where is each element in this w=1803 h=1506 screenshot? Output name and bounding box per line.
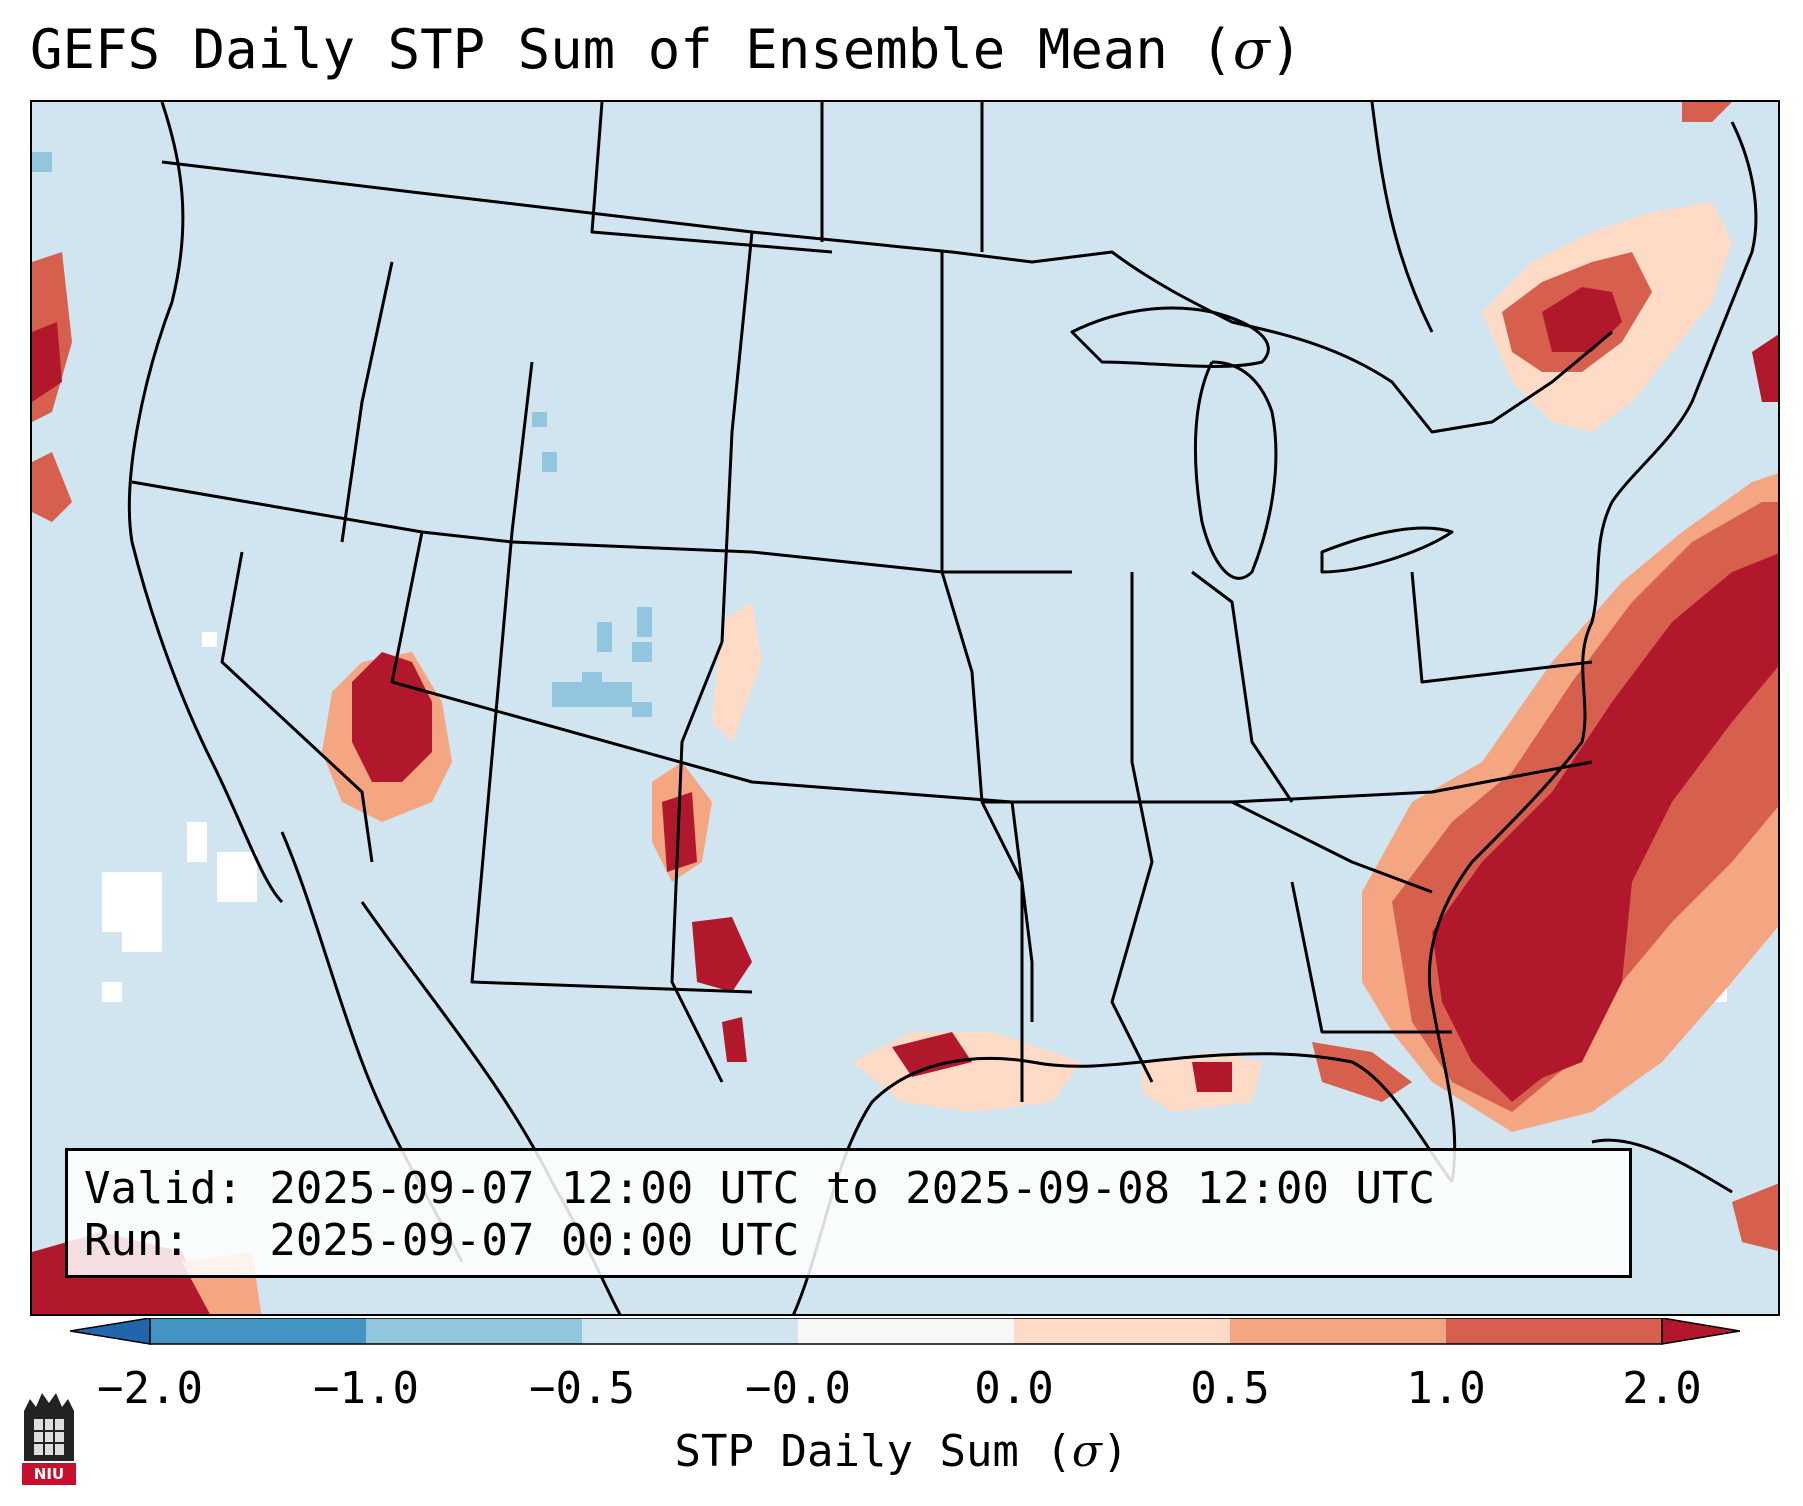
- stp-pacific-nw-dark: [32, 322, 62, 402]
- state-line-19: [1370, 102, 1434, 333]
- stp-gulf-dark: [892, 1032, 972, 1077]
- colorbar-segment-1: [366, 1318, 582, 1344]
- colorbar-segment-6: [1446, 1318, 1662, 1344]
- colorbar-label: STP Daily Sum (σ): [674, 1426, 1129, 1477]
- stp-colorado-edge: [712, 602, 762, 742]
- state-line-12: [1290, 881, 1452, 1034]
- state-line-3: [340, 261, 394, 543]
- stp-atlantic-band-dark-2: [1512, 842, 1632, 1082]
- stp-la-dark: [1192, 1062, 1232, 1092]
- state-line-10: [1110, 572, 1154, 1083]
- valid-time-box: Valid: 2025-09-07 12:00 UTC to 2025-09-0…: [65, 1148, 1632, 1278]
- state-line-13: [1010, 801, 1034, 1022]
- state-line-9: [982, 760, 1593, 804]
- colorbar-tick-0: −2.0: [97, 1363, 203, 1414]
- state-line-4: [390, 531, 1013, 804]
- stp-se-corner: [1732, 1183, 1778, 1251]
- colorbar-segment-0: [150, 1318, 366, 1344]
- east-coast: [1470, 121, 1758, 864]
- colorbar-tick-6: 1.0: [1406, 1363, 1486, 1414]
- canada-border: [161, 160, 1613, 434]
- stp-top-right: [1682, 102, 1732, 122]
- stp-fl-panhandle: [1312, 1042, 1412, 1102]
- colorbar-tick-5: 0.5: [1190, 1363, 1270, 1414]
- stp-wtx-dark-2: [722, 1017, 747, 1062]
- colorbar-over-arrow: [1661, 1318, 1740, 1345]
- florida-atlantic: [1427, 861, 1474, 1183]
- colorbar-segment-2: [582, 1318, 798, 1344]
- niu-logo: NIU: [20, 1391, 78, 1487]
- state-line-14: [1410, 571, 1593, 684]
- colorbar-segment-3: [798, 1318, 1014, 1344]
- stp-pacific-mid: [32, 452, 72, 522]
- colorbar-segment-5: [1230, 1318, 1446, 1344]
- stp-nevada-dark: [352, 652, 432, 782]
- great-lakes-superior: [1070, 306, 1270, 368]
- run-time-text: Run: 2025-09-07 00:00 UTC: [84, 1215, 800, 1266]
- valid-time-text: Valid: 2025-09-07 12:00 UTC to 2025-09-0…: [84, 1163, 1436, 1214]
- state-line-16: [590, 102, 833, 254]
- stp-northeast-dark: [1542, 287, 1622, 352]
- map-title: GEFS Daily STP Sum of Ensemble Mean (σ): [30, 18, 1303, 81]
- west-coast: [127, 102, 284, 904]
- colorbar-under-arrow: [70, 1318, 151, 1345]
- stp-wtx-dark: [692, 917, 752, 992]
- map-canvas: [32, 102, 1778, 1314]
- state-line-6: [720, 231, 754, 643]
- stp-far-northeast: [1752, 334, 1778, 402]
- negative-patches: [32, 152, 652, 717]
- state-line-8: [940, 252, 1024, 1102]
- stp-shading: [32, 102, 1778, 1314]
- no-data-patches: [102, 632, 1727, 1002]
- state-line-5: [470, 361, 753, 994]
- colorbar-tick-3: −0.0: [745, 1363, 851, 1414]
- state-line-2: [220, 551, 374, 863]
- niu-logo-icon: [22, 1393, 76, 1485]
- colorbar-segment-4: [1014, 1318, 1230, 1344]
- state-line-11: [1191, 570, 1294, 803]
- state-line-7: [670, 641, 724, 1083]
- state-line-1: [131, 480, 1072, 574]
- state-line-15: [1231, 800, 1433, 894]
- colorbar: [70, 1318, 1740, 1345]
- colorbar-tick-4: 0.0: [974, 1363, 1054, 1414]
- colorbar-outline: [149, 1318, 1663, 1345]
- colorbar-tick-1: −1.0: [313, 1363, 419, 1414]
- caribbean-islands: [1591, 1138, 1733, 1194]
- niu-logo-text: NIU: [33, 1465, 65, 1483]
- great-lakes-erie: [1320, 526, 1454, 574]
- great-lakes-michigan: [1193, 360, 1278, 580]
- colorbar-tick-7: 2.0: [1622, 1363, 1702, 1414]
- stp-gulf-light: [852, 1032, 1082, 1112]
- colorbar-tick-2: −0.5: [529, 1363, 635, 1414]
- map-panel: [30, 100, 1780, 1316]
